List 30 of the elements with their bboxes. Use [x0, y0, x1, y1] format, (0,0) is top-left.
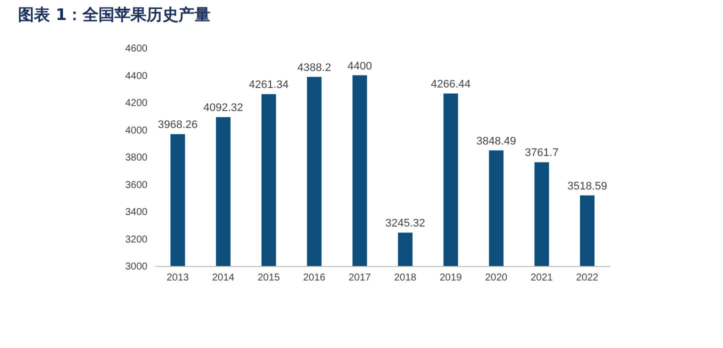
data-label: 3245.32	[385, 218, 426, 230]
y-tick-label: 4200	[125, 98, 148, 109]
y-tick-label: 3400	[125, 207, 148, 218]
y-tick-label: 3000	[125, 262, 148, 272]
y-tick-label: 3800	[125, 152, 148, 164]
data-label: 4261.34	[248, 79, 289, 92]
data-label: 4266.44	[430, 78, 471, 90]
x-tick-label: 2021	[530, 272, 554, 284]
y-tick-label: 3600	[125, 180, 148, 191]
data-label: 4388.2	[297, 62, 332, 74]
data-label: 3968.26	[158, 119, 198, 132]
y-tick-label: 4400	[125, 70, 148, 82]
data-label: 3848.49	[476, 135, 516, 148]
x-tick-label: 2015	[258, 272, 280, 284]
data-label: 4400	[348, 60, 372, 72]
x-tick-label: 2014	[212, 272, 235, 284]
y-tick-label: 4600	[125, 44, 148, 54]
x-tick-label: 2019	[440, 272, 462, 284]
x-tick-label: 2018	[394, 272, 417, 284]
x-tick-label: 2016	[303, 272, 326, 284]
x-tick-label: 2017	[348, 272, 372, 284]
x-tick-label: 2013	[166, 272, 190, 284]
data-label: 4092.32	[203, 102, 244, 114]
data-label: 3518.59	[567, 180, 608, 192]
y-tick-label: 3200	[125, 234, 148, 246]
chart-title: 图表 1：全国苹果历史产量	[18, 5, 211, 24]
x-tick-label: 2022	[576, 272, 599, 284]
x-tick-label: 2020	[485, 272, 508, 284]
y-tick-label: 4000	[125, 125, 148, 136]
data-label: 3761.7	[524, 147, 559, 160]
